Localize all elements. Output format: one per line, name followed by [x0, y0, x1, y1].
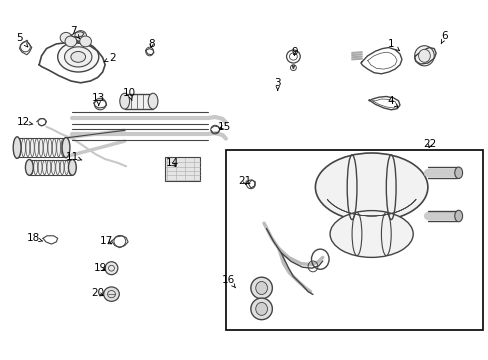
Text: 17: 17 [100, 236, 113, 246]
Ellipse shape [48, 139, 52, 157]
Text: 1: 1 [387, 39, 399, 51]
Ellipse shape [103, 287, 119, 301]
Ellipse shape [61, 139, 65, 157]
Ellipse shape [65, 36, 77, 47]
Ellipse shape [120, 93, 129, 109]
Ellipse shape [250, 277, 272, 299]
Ellipse shape [68, 159, 76, 175]
Bar [225, 150, 482, 330]
Ellipse shape [62, 138, 70, 158]
Ellipse shape [315, 153, 427, 221]
Text: 19: 19 [93, 263, 107, 273]
Text: 18: 18 [26, 233, 42, 243]
Ellipse shape [60, 160, 64, 175]
Ellipse shape [34, 160, 38, 175]
Ellipse shape [26, 139, 30, 157]
Ellipse shape [64, 47, 92, 67]
Text: 4: 4 [387, 96, 397, 107]
Text: 7: 7 [70, 26, 79, 39]
Ellipse shape [42, 160, 46, 175]
Text: 2: 2 [103, 53, 116, 63]
Ellipse shape [56, 160, 60, 175]
Ellipse shape [39, 139, 43, 157]
Ellipse shape [414, 46, 433, 66]
Ellipse shape [148, 93, 158, 109]
Ellipse shape [71, 51, 85, 62]
Ellipse shape [57, 139, 61, 157]
Ellipse shape [64, 160, 68, 175]
Text: 16: 16 [222, 275, 235, 288]
Text: 20: 20 [91, 288, 104, 298]
Ellipse shape [58, 42, 99, 72]
Ellipse shape [255, 282, 267, 294]
Bar [124, 94, 153, 109]
Ellipse shape [35, 139, 39, 157]
Ellipse shape [43, 139, 47, 157]
Text: 12: 12 [17, 117, 33, 127]
Ellipse shape [25, 159, 33, 175]
Ellipse shape [21, 139, 25, 157]
Ellipse shape [51, 160, 55, 175]
Ellipse shape [69, 160, 73, 175]
Ellipse shape [454, 210, 462, 222]
Text: 11: 11 [65, 152, 81, 162]
Ellipse shape [454, 167, 462, 179]
Text: 21: 21 [237, 176, 251, 186]
Text: 14: 14 [165, 158, 179, 168]
Text: 3: 3 [274, 78, 281, 91]
Text: 15: 15 [217, 122, 230, 132]
Ellipse shape [65, 139, 69, 157]
Ellipse shape [13, 137, 21, 158]
Ellipse shape [17, 139, 21, 157]
Ellipse shape [105, 262, 118, 275]
Ellipse shape [329, 211, 412, 257]
Ellipse shape [38, 160, 42, 175]
Text: 10: 10 [123, 88, 136, 101]
Ellipse shape [47, 160, 51, 175]
Ellipse shape [250, 298, 272, 320]
Text: 5: 5 [16, 33, 28, 47]
Text: 8: 8 [148, 39, 155, 49]
Text: 13: 13 [92, 93, 105, 106]
Text: 22: 22 [423, 139, 436, 149]
Ellipse shape [80, 36, 91, 47]
Ellipse shape [255, 302, 267, 315]
Text: 6: 6 [440, 31, 447, 44]
Text: 9: 9 [290, 47, 297, 57]
Ellipse shape [418, 49, 429, 62]
Ellipse shape [30, 139, 34, 157]
Bar [165, 157, 200, 181]
Ellipse shape [52, 139, 56, 157]
Ellipse shape [29, 160, 33, 175]
Ellipse shape [75, 31, 86, 41]
Ellipse shape [60, 32, 72, 43]
